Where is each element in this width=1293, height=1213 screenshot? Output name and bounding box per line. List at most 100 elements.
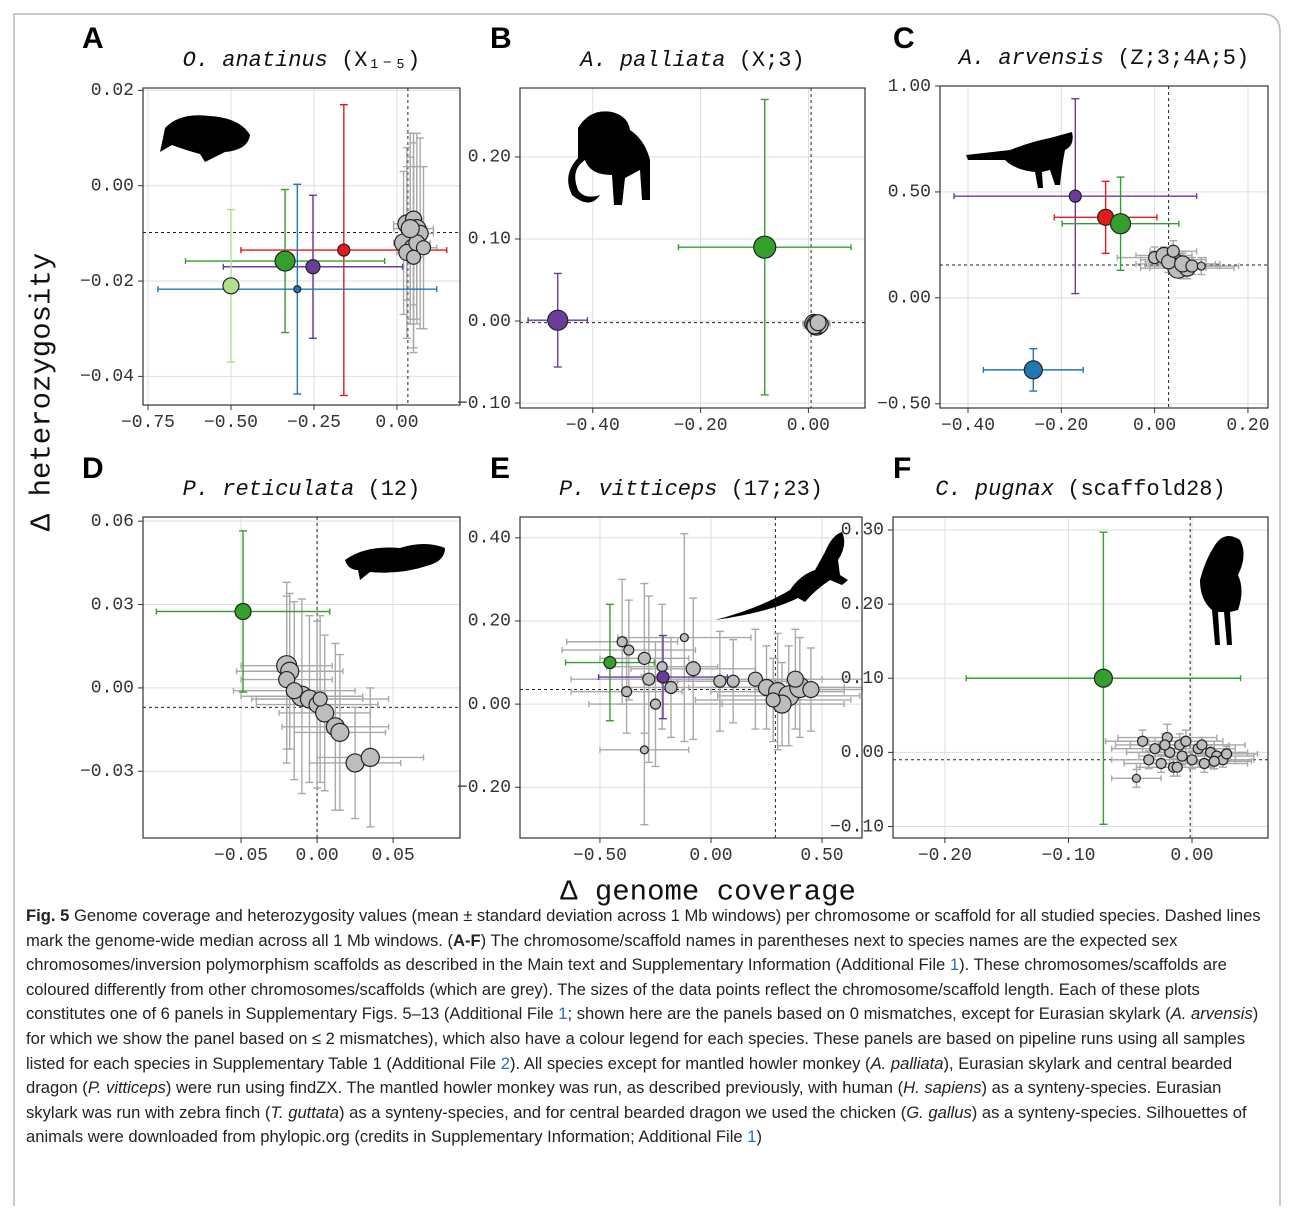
point — [1023, 360, 1043, 380]
point — [623, 644, 635, 656]
plot-data — [143, 88, 460, 405]
point — [1131, 773, 1142, 783]
platypus-silhouette — [160, 115, 250, 162]
x-tick-label: −0.20 — [1034, 416, 1088, 436]
caption-text: A. arvensis — [1170, 1004, 1253, 1024]
y-tick-label: −0.03 — [80, 762, 134, 782]
point — [305, 259, 321, 275]
x-tick-label: 0.00 — [375, 413, 418, 433]
caption-link[interactable]: 2 — [500, 1053, 510, 1073]
chromosome-names: (scaffold28) — [1067, 477, 1225, 502]
point — [405, 249, 422, 265]
y-tick-label: 0.10 — [841, 669, 884, 689]
caption-link[interactable]: 1 — [558, 1004, 568, 1024]
point — [274, 250, 296, 272]
caption-text: ). These chromosomes/scaffolds are colou… — [26, 955, 1227, 1024]
point — [656, 670, 670, 684]
plot-data — [143, 517, 460, 838]
point — [726, 674, 740, 688]
caption-text: ) were run using findZX. The mantled how… — [165, 1078, 904, 1098]
caption-text: ) as a synteny-species. Eurasian skylark… — [26, 1078, 1222, 1122]
point — [1166, 244, 1180, 258]
caption-text: ) for which we show the panel based on ≤… — [26, 1004, 1259, 1073]
y-tick-label: 0.03 — [91, 595, 134, 615]
y-tick-label: 0.10 — [468, 230, 511, 250]
species-name: C. pugnax — [935, 477, 1055, 502]
caption-link[interactable]: 1 — [949, 955, 960, 975]
caption-text: ) as a synteny-species, and for central … — [338, 1102, 907, 1122]
plot-background — [940, 86, 1268, 408]
point — [1185, 259, 1199, 273]
x-tick-label: 0.00 — [689, 846, 732, 866]
y-tick-label: 0.40 — [468, 529, 511, 549]
panel-letter: F — [893, 452, 911, 485]
y-tick-label: 1.00 — [888, 77, 931, 97]
panel-letter: D — [82, 452, 104, 485]
point — [616, 636, 628, 648]
caption-text: A. palliata — [870, 1053, 944, 1073]
species-name: O. anatinus — [183, 48, 328, 73]
plot-data — [893, 517, 1268, 838]
panel-letter: B — [490, 22, 512, 55]
ruff-silhouette — [1200, 536, 1244, 645]
x-tick-label: 0.00 — [295, 846, 338, 866]
caption-text: ), Eurasian skylark and central bearded … — [26, 1053, 1233, 1098]
x-tick-label: 0.00 — [1170, 846, 1213, 866]
figure-frame — [13, 13, 1281, 1206]
point — [415, 240, 432, 256]
y-tick-label: 0.00 — [468, 695, 511, 715]
y-tick-label: 0.20 — [468, 148, 511, 168]
x-tick-label: −0.40 — [941, 416, 995, 436]
point — [547, 309, 569, 331]
point — [1221, 748, 1233, 760]
point — [312, 691, 328, 707]
y-tick-label: −0.10 — [457, 394, 511, 414]
caption-text: T. guttata — [270, 1102, 339, 1122]
caption-text: ) The chromosome/scaffold names in paren… — [26, 930, 1178, 975]
point — [330, 722, 350, 742]
point — [1196, 739, 1208, 751]
point — [1155, 757, 1167, 770]
point — [809, 314, 827, 332]
species-name: P. vitticeps — [559, 477, 717, 502]
y-tick-label: −0.20 — [457, 778, 511, 798]
monkey-silhouette — [568, 111, 650, 205]
caption-text: ). All species except for mantled howler… — [509, 1053, 871, 1073]
plot-border — [519, 87, 866, 409]
x-tick-label: 0.50 — [800, 846, 843, 866]
caption-text: ; shown here are the panels based on 0 m… — [567, 1004, 1171, 1024]
panel-title: P. reticulata (12) — [183, 477, 421, 502]
point — [1186, 754, 1198, 766]
caption-text: H. sapiens — [903, 1078, 982, 1098]
y-tick-label: −0.50 — [877, 395, 931, 415]
point — [802, 680, 820, 699]
caption-text: G. gallus — [906, 1102, 972, 1122]
y-tick-label: 0.06 — [91, 512, 134, 532]
point — [285, 682, 303, 700]
x-tick-label: −0.50 — [204, 413, 258, 433]
caption-text: ) — [756, 1127, 763, 1147]
point — [400, 219, 420, 239]
y-tick-label: 0.00 — [888, 289, 931, 309]
grid-layer — [143, 85, 1268, 838]
point — [1180, 735, 1192, 747]
point — [293, 285, 302, 294]
point — [1196, 261, 1206, 271]
chromosome-names: (12) — [368, 477, 421, 502]
x-tick-label: −0.50 — [573, 846, 627, 866]
plot-data — [940, 86, 1268, 408]
caption-link[interactable]: 1 — [747, 1127, 757, 1147]
point — [642, 672, 656, 686]
y-tick-label: 0.00 — [841, 743, 884, 763]
point — [1208, 755, 1220, 767]
point — [603, 655, 617, 670]
point — [1068, 189, 1082, 203]
point — [1171, 761, 1183, 773]
point — [664, 680, 678, 695]
silhouettes — [160, 111, 1244, 645]
point — [1176, 750, 1188, 762]
point — [656, 661, 668, 673]
x-tick-label: −0.10 — [1041, 846, 1095, 866]
